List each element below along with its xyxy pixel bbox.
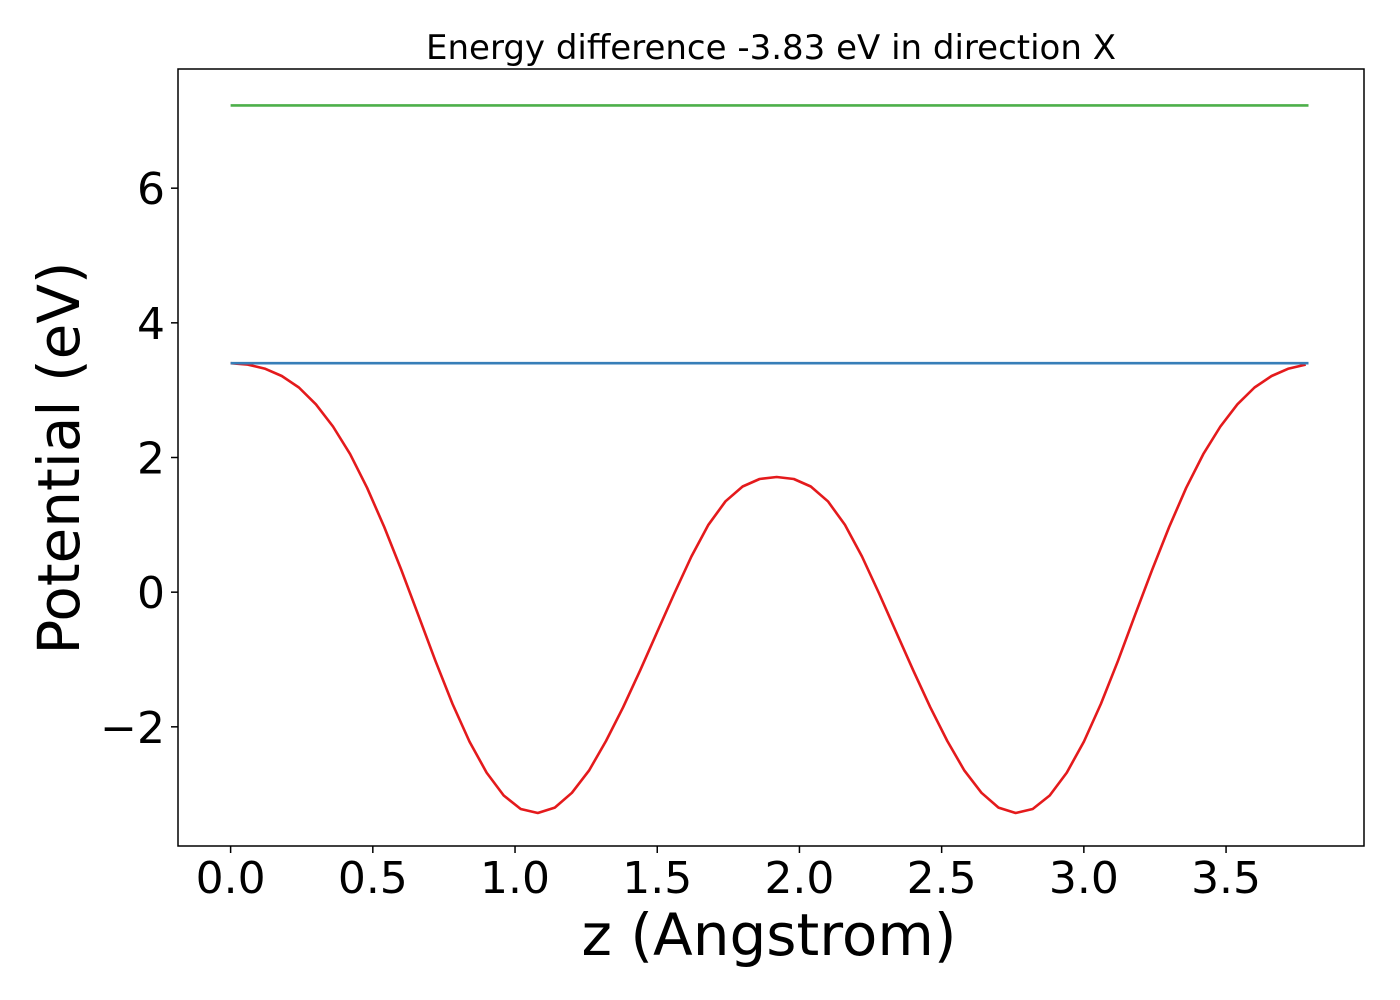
x-tick-label: 0.0 [196, 853, 266, 904]
x-axis-label: z (Angstrom) [582, 901, 957, 969]
y-axis-label: Potential (eV) [25, 261, 93, 654]
y-tick-label: 0 [137, 568, 165, 619]
series-line-1 [230, 361, 1306, 815]
x-tick-label: 1.0 [480, 853, 550, 904]
chart-title: Energy difference -3.83 eV in direction … [426, 28, 1116, 68]
x-tick-label: 1.5 [622, 853, 692, 904]
y-tick-label: 4 [137, 299, 165, 350]
x-axis-ticks: 0.0 0.5 1.0 1.5 2.0 2.5 3.0 3.5 [196, 846, 1261, 904]
y-tick-label: −2 [100, 703, 165, 754]
x-tick-label: 2.5 [907, 853, 977, 904]
x-tick-label: 3.0 [1049, 853, 1119, 904]
x-tick-label: 0.5 [338, 853, 408, 904]
series-layer [230, 104, 1309, 815]
x-tick-label: 2.0 [764, 853, 834, 904]
y-tick-label: 6 [137, 164, 165, 215]
y-tick-label: 2 [137, 434, 165, 485]
x-tick-label: 3.5 [1191, 853, 1261, 904]
y-axis-ticks: −2 0 2 4 6 [100, 164, 178, 754]
